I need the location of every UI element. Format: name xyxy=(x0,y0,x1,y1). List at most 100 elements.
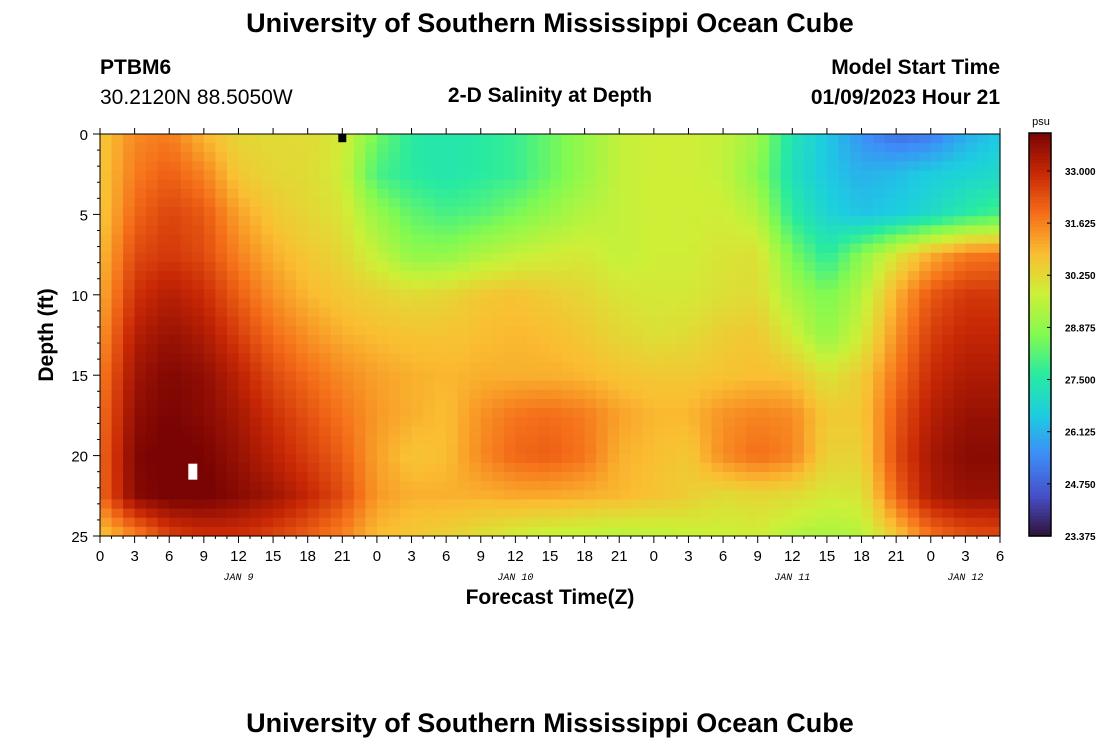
heatmap-cell xyxy=(134,325,147,336)
heatmap-cell xyxy=(965,362,978,373)
heatmap-cell xyxy=(353,307,366,318)
heatmap-cell xyxy=(619,298,632,309)
heatmap-cell xyxy=(123,280,136,290)
heatmap-cell xyxy=(296,353,309,364)
heatmap-cell xyxy=(930,526,943,537)
heatmap-cell xyxy=(411,216,424,226)
heatmap-cell xyxy=(596,170,609,181)
heatmap-cell xyxy=(873,271,886,281)
heatmap-cell xyxy=(146,490,159,501)
heatmap-cell xyxy=(642,271,655,281)
x-tick-label: 21 xyxy=(334,548,351,565)
colorbar-segment xyxy=(1029,307,1051,312)
heatmap-cell xyxy=(734,307,747,318)
heatmap-cell xyxy=(261,526,274,537)
heatmap-cell xyxy=(653,408,666,418)
heatmap-cell xyxy=(942,435,955,446)
heatmap-cell xyxy=(515,298,528,309)
heatmap-cell xyxy=(134,188,147,199)
heatmap-cell xyxy=(515,316,528,327)
heatmap-cell xyxy=(111,280,124,290)
heatmap-cell xyxy=(307,261,320,272)
heatmap-cell xyxy=(630,316,643,327)
heatmap-cell xyxy=(792,426,805,437)
heatmap-cell xyxy=(653,526,666,537)
heatmap-cell xyxy=(988,271,1001,281)
heatmap-cell xyxy=(388,417,401,427)
heatmap-cell xyxy=(134,526,147,537)
heatmap-cell xyxy=(423,143,436,153)
colorbar-segment xyxy=(1029,425,1051,430)
heatmap-cell xyxy=(238,353,251,364)
heatmap-cell xyxy=(215,271,228,281)
heatmap-cell xyxy=(965,170,978,181)
heatmap-cell xyxy=(630,344,643,354)
heatmap-cell xyxy=(365,170,378,181)
heatmap-cell xyxy=(342,225,355,236)
heatmap-cell xyxy=(157,380,170,391)
heatmap-cell xyxy=(469,526,482,537)
heatmap-cell xyxy=(273,508,286,519)
heatmap-cell xyxy=(365,234,378,245)
heatmap-cell xyxy=(896,271,909,281)
heatmap-cell xyxy=(630,197,643,208)
heatmap-cell xyxy=(953,408,966,418)
heatmap-cell xyxy=(250,298,263,309)
heatmap-cell xyxy=(769,243,782,254)
heatmap-cell xyxy=(388,207,401,217)
heatmap-cell xyxy=(815,517,828,528)
heatmap-cell xyxy=(965,134,978,144)
heatmap-cell xyxy=(561,161,574,172)
heatmap-cell xyxy=(492,499,505,510)
heatmap-cell xyxy=(907,362,920,373)
heatmap-cell xyxy=(203,289,216,300)
heatmap-cell xyxy=(607,344,620,354)
heatmap-cell xyxy=(688,462,701,473)
heatmap-cell xyxy=(330,335,343,345)
heatmap-cell xyxy=(376,152,390,163)
heatmap-cell xyxy=(330,462,343,473)
heatmap-cell xyxy=(169,408,182,418)
heatmap-cell xyxy=(250,234,263,245)
heatmap-cell xyxy=(434,481,447,491)
heatmap-cell xyxy=(607,353,620,364)
heatmap-cell xyxy=(307,417,320,427)
heatmap-cell xyxy=(746,426,759,437)
heatmap-cell xyxy=(942,362,955,373)
heatmap-cell xyxy=(238,207,251,217)
heatmap-cell xyxy=(100,453,113,464)
heatmap-cell xyxy=(653,298,666,309)
heatmap-cell xyxy=(850,216,863,226)
heatmap-cell xyxy=(492,371,505,382)
heatmap-cell xyxy=(215,508,228,519)
heatmap-cell xyxy=(226,462,240,473)
heatmap-cell xyxy=(215,216,228,226)
heatmap-cell xyxy=(238,435,251,446)
heatmap-cell xyxy=(723,261,736,272)
heatmap-cell xyxy=(400,252,413,263)
heatmap-cell xyxy=(469,335,482,345)
heatmap-cell xyxy=(803,453,816,464)
heatmap-cell xyxy=(873,170,886,181)
heatmap-cell xyxy=(492,152,505,163)
colorbar-segment xyxy=(1029,169,1051,174)
heatmap-cell xyxy=(180,335,193,345)
heatmap-cell xyxy=(538,380,551,391)
heatmap-cell xyxy=(780,472,793,482)
heatmap-cell xyxy=(111,344,124,354)
heatmap-cell xyxy=(550,325,563,336)
heatmap-cell xyxy=(596,188,609,199)
heatmap-cell xyxy=(157,472,170,482)
heatmap-cell xyxy=(826,526,840,537)
heatmap-cell xyxy=(296,179,309,190)
heatmap-cell xyxy=(780,499,793,510)
heatmap-cell xyxy=(457,170,470,181)
heatmap-cell xyxy=(296,398,309,409)
heatmap-cell xyxy=(226,426,240,437)
heatmap-cell xyxy=(907,316,920,327)
heatmap-cell xyxy=(953,444,966,455)
heatmap-cell xyxy=(561,261,574,272)
heatmap-cell xyxy=(630,216,643,226)
heatmap-cell xyxy=(192,325,205,336)
heatmap-cell xyxy=(400,197,413,208)
